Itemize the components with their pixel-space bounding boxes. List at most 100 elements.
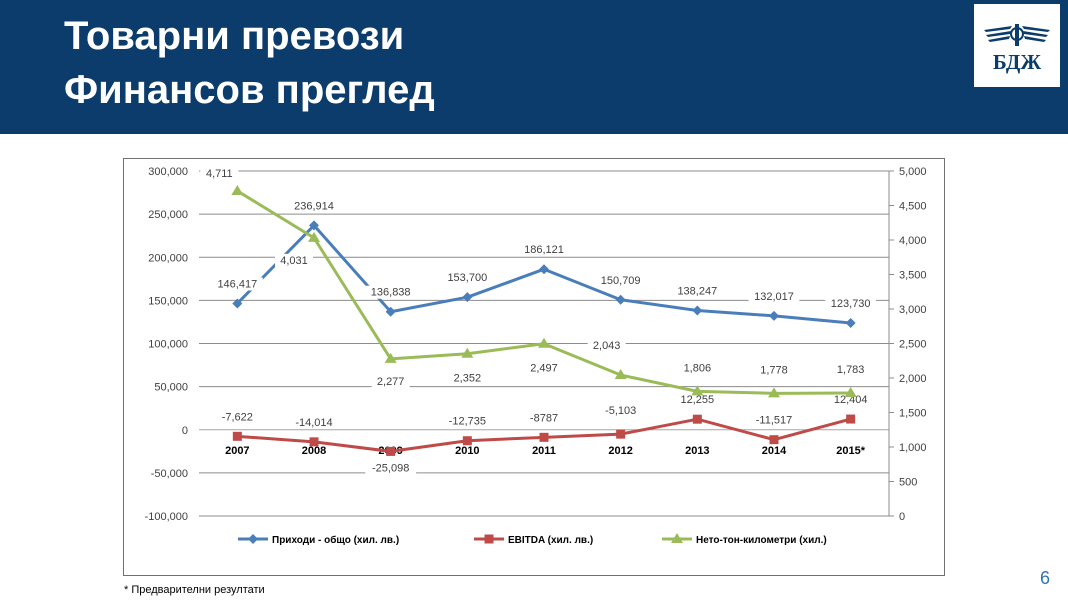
left-axis-tick-label: -50,000 — [151, 468, 188, 480]
ebitda-legend-label: EBITDA (хил. лв.) — [508, 535, 593, 546]
revenue-point — [692, 305, 703, 316]
net-ton-km-label-bg — [200, 166, 239, 180]
net-ton-km-label-bg — [678, 361, 717, 375]
revenue-data-label: 186,121 — [524, 244, 564, 256]
ebitda-data-label: -25,098 — [372, 462, 409, 474]
revenue-legend-marker — [248, 534, 258, 544]
chart-container: -100,000 -50,000 0 50,000 100,000 150,000 200,… — [123, 158, 945, 576]
right-axis-tick-label: 5,000 — [899, 166, 927, 178]
net-ton-km-data-label: 1,778 — [760, 364, 788, 376]
left-axis-tick-label: -100,000 — [145, 511, 188, 523]
ebitda-point — [692, 414, 702, 424]
right-axis-tick-label: 4,500 — [899, 201, 927, 213]
logo-text: БДЖ — [992, 50, 1042, 74]
ebitda-label-bg — [525, 411, 563, 425]
slide-title-line-2: Финансов преглед — [64, 68, 435, 112]
net-ton-km-point — [231, 184, 244, 195]
ebitda-point — [769, 435, 779, 445]
right-axis-tick-label: 3,500 — [899, 270, 927, 282]
net-ton-km-data-label: 4,711 — [206, 168, 233, 180]
net-ton-km-point — [308, 231, 320, 242]
net-ton-km-label-bg — [371, 374, 410, 388]
ebitda-data-label: 12,255 — [681, 394, 715, 406]
revenue-data-label: 153,700 — [447, 272, 487, 284]
net-ton-km-point — [384, 352, 397, 363]
net-ton-km-label-bg — [525, 361, 563, 375]
right-axis-tick-label: 3,000 — [899, 304, 927, 316]
ebitda-label-bg — [215, 410, 260, 424]
left-axis-tick-label: 300,000 — [148, 166, 188, 178]
ebitda-label-bg — [748, 413, 800, 427]
category-label: 2008 — [302, 445, 326, 457]
ebitda-data-label: -14,014 — [295, 417, 332, 429]
revenue-label-bg — [671, 284, 723, 298]
revenue-label-bg — [441, 271, 493, 285]
ebitda-data-label: -8787 — [530, 412, 558, 424]
ebitda-data-label: -12,735 — [449, 416, 486, 428]
ebitda-data-label: 12,404 — [834, 394, 868, 406]
category-label: 2010 — [455, 445, 479, 457]
right-axis-tick-label: 0 — [899, 511, 905, 523]
revenue-data-label: 138,247 — [677, 286, 717, 298]
page-number: 6 — [1040, 568, 1051, 588]
slide-title-line-1: Товарни превози — [64, 14, 405, 58]
net-ton-km-data-label: 2,497 — [530, 363, 558, 375]
net-ton-km-legend-label: Нето-тон-километри (хил.) — [696, 535, 827, 546]
net-ton-km-label-bg — [275, 253, 313, 267]
net-ton-km-data-label: 4,031 — [280, 255, 308, 267]
ebitda-label-bg — [675, 393, 720, 407]
ebitda-point — [846, 414, 856, 424]
category-label: 2014 — [762, 445, 787, 457]
bdz-logo: БДЖ — [974, 4, 1060, 87]
revenue-point — [232, 298, 243, 309]
left-axis-tick-label: 150,000 — [148, 295, 188, 307]
left-axis-tick-label: 50,000 — [154, 382, 188, 394]
title-banner: Товарни превози Финансов преглед БДЖ — [0, 0, 1068, 134]
net-ton-km-point — [461, 347, 474, 358]
revenue-data-label: 123,730 — [831, 298, 871, 310]
ebitda-point — [232, 431, 242, 441]
revenue-label-bg — [595, 273, 647, 287]
revenue-label-bg — [748, 289, 800, 303]
net-ton-km-label-bg — [755, 363, 793, 377]
net-ton-km-point — [538, 337, 550, 348]
net-ton-km-legend-marker — [671, 533, 683, 543]
net-ton-km-label-bg — [587, 339, 626, 353]
net-ton-km-label-bg — [448, 371, 487, 385]
left-axis-tick-label: 250,000 — [148, 209, 188, 221]
ebitda-label-bg — [598, 404, 643, 418]
ebitda-point — [616, 429, 626, 439]
revenue-point — [539, 264, 549, 275]
ebitda-legend-marker — [484, 534, 494, 544]
right-axis-tick-label: 2,000 — [899, 373, 927, 385]
revenue-legend-label: Приходи - общо (хил. лв.) — [272, 534, 399, 546]
footnote: * Предварителни резултати — [124, 584, 265, 596]
ebitda-data-label: -11,517 — [756, 415, 793, 427]
revenue-data-label: 136,838 — [371, 287, 411, 299]
revenue-point — [309, 220, 319, 231]
net-ton-km-data-label: 1,806 — [684, 362, 712, 374]
category-label: 2007 — [225, 445, 249, 457]
category-label: 2013 — [685, 445, 709, 457]
ebitda-data-label: -7,622 — [222, 411, 253, 423]
revenue-point — [845, 318, 856, 329]
ebitda-label-bg — [365, 461, 417, 475]
right-axis-tick-label: 4,000 — [899, 235, 927, 247]
ebitda-label-bg — [288, 415, 340, 429]
revenue-data-label: 146,417 — [217, 278, 257, 290]
ebitda-label-bg — [441, 414, 493, 428]
ebitda-point — [462, 436, 472, 446]
category-label: 2011 — [532, 445, 556, 457]
category-label: 2012 — [608, 445, 632, 457]
category-label: 2015* — [836, 445, 865, 457]
net-ton-km-point — [614, 369, 627, 380]
right-axis-tick-label: 2,500 — [899, 339, 927, 351]
net-ton-km-point — [691, 385, 704, 396]
ebitda-data-label: -5,103 — [605, 405, 636, 417]
left-axis-tick-label: 200,000 — [148, 252, 188, 264]
ebitda-point — [309, 437, 319, 447]
net-ton-km-data-label: 1,783 — [837, 364, 865, 376]
net-ton-km-data-label: 2,043 — [593, 340, 621, 352]
revenue-label-bg — [365, 285, 417, 299]
revenue-data-label: 150,709 — [601, 275, 641, 287]
